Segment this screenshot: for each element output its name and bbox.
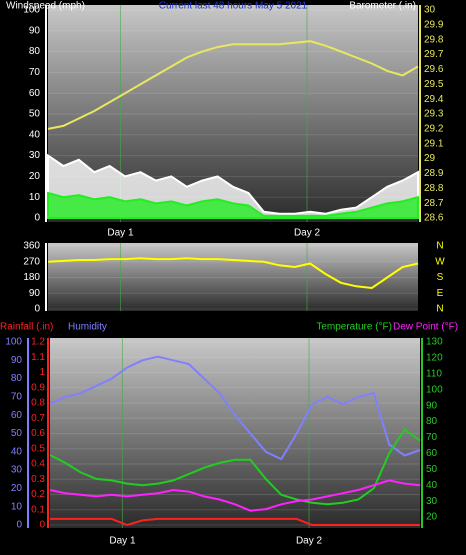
y2-tick-label: 29.5	[424, 79, 444, 90]
y2-tick-label: 100	[426, 384, 443, 395]
plot-area	[50, 338, 420, 528]
y2-tick-label: 29.4	[424, 94, 444, 105]
y2-tick-label: 29	[424, 153, 436, 164]
y-axis-title: Windspeed (mph)	[6, 1, 85, 12]
y-tick-label: 0	[34, 304, 40, 315]
y2-tick-label: 28.6	[424, 213, 444, 224]
y-tick-label: 30	[29, 150, 41, 161]
series-area	[47, 191, 419, 219]
y-tick-label: 70	[29, 67, 41, 78]
y-tick-label: 40	[29, 129, 41, 140]
y-tick-label: 50	[29, 109, 41, 120]
y-tick-label: 0.9	[31, 382, 45, 393]
y2-tick-label: 110	[426, 368, 442, 379]
y3-tick-label: 10	[11, 501, 23, 512]
legend-entry: Rainfall (.in)	[0, 322, 53, 333]
series-line	[49, 355, 421, 461]
y2-tick-label: 80	[426, 416, 438, 427]
y-tick-label: 10	[29, 192, 41, 203]
y2-tick-label: W	[435, 256, 445, 267]
y2-tick-label: 29.9	[424, 19, 444, 30]
y3-tick-label: 40	[11, 446, 23, 457]
y3-tick-label: 0	[16, 520, 22, 531]
y2-tick-label: 29.7	[424, 49, 444, 60]
y2-tick-label: N	[436, 241, 443, 252]
chart-title: Current last 48 hours May 5 2021	[159, 1, 308, 12]
y-tick-label: 0	[34, 213, 40, 224]
y2-tick-label: 50	[426, 464, 438, 475]
y-tick-label: 1.1	[31, 352, 45, 363]
y2-tick-label: 28.7	[424, 198, 444, 209]
y-tick-label: 0.2	[31, 489, 45, 500]
series-line	[47, 40, 419, 130]
legend-entry: Dew Point (°F)	[393, 322, 458, 333]
y2-tick-label: N	[436, 304, 443, 315]
y2-tick-label: 28.8	[424, 183, 444, 194]
y-tick-label: 0.6	[31, 428, 45, 439]
legend-entry: Humidity	[68, 322, 107, 333]
y2-tick-label: 29.3	[424, 109, 444, 120]
plot-area	[48, 243, 418, 311]
series-line	[50, 517, 420, 527]
y3-tick-label: 50	[11, 428, 23, 439]
y3-tick-label: 60	[11, 410, 23, 421]
y-tick-label: 90	[29, 288, 41, 299]
y-tick-label: 90	[29, 25, 41, 36]
y2-tick-label: 40	[426, 480, 438, 491]
y2-tick-label: 30	[424, 5, 436, 16]
y-tick-label: 0.1	[31, 504, 45, 515]
y3-tick-label: 100	[5, 337, 22, 348]
x-tick-label: Day 1	[107, 228, 134, 239]
y2-tick-label: 29.8	[424, 34, 444, 45]
x-tick-label: Day 1	[109, 536, 136, 547]
series-line	[49, 428, 421, 506]
y2-tick-label: S	[437, 272, 444, 283]
y-tick-label: 360	[23, 241, 40, 252]
legend-entry: Temperature (°F)	[316, 322, 392, 333]
y-tick-label: 0.7	[31, 413, 45, 424]
y2-tick-label: 90	[426, 400, 438, 411]
y2-tick-label: 29.6	[424, 64, 444, 75]
y3-tick-label: 90	[11, 355, 23, 366]
y-tick-label: 0.8	[31, 398, 45, 409]
y-tick-label: 100	[23, 5, 40, 16]
y2-tick-label: 130	[426, 337, 443, 348]
y3-tick-label: 80	[11, 373, 23, 384]
y2-tick-label: 29.2	[424, 123, 444, 134]
y3-tick-label: 20	[11, 483, 23, 494]
y2-axis-title: Barometer (.in)	[349, 1, 416, 12]
y-tick-label: 0.4	[31, 459, 45, 470]
y-tick-label: 0.5	[31, 443, 45, 454]
y2-tick-label: 70	[426, 432, 438, 443]
y-tick-label: 60	[29, 88, 41, 99]
x-tick-label: Day 2	[294, 228, 321, 239]
y-tick-label: 0	[39, 520, 45, 531]
y-tick-label: 0.3	[31, 474, 45, 485]
y2-tick-label: 60	[426, 448, 438, 459]
y2-tick-label: 120	[426, 353, 443, 364]
y2-tick-label: 29.1	[424, 138, 444, 149]
y-tick-label: 270	[23, 256, 40, 267]
y-tick-label: 1	[39, 367, 45, 378]
series-line	[49, 479, 421, 512]
y2-tick-label: E	[437, 288, 444, 299]
y-tick-label: 180	[23, 272, 40, 283]
y-tick-label: 1.2	[31, 337, 45, 348]
series-line	[47, 257, 419, 290]
y-tick-label: 20	[29, 171, 41, 182]
y2-tick-label: 28.9	[424, 168, 444, 179]
y3-tick-label: 70	[11, 392, 23, 403]
y2-tick-label: 20	[426, 512, 438, 523]
x-tick-label: Day 2	[296, 536, 323, 547]
y3-tick-label: 30	[11, 465, 23, 476]
y2-tick-label: 30	[426, 496, 438, 507]
y-tick-label: 80	[29, 46, 41, 57]
